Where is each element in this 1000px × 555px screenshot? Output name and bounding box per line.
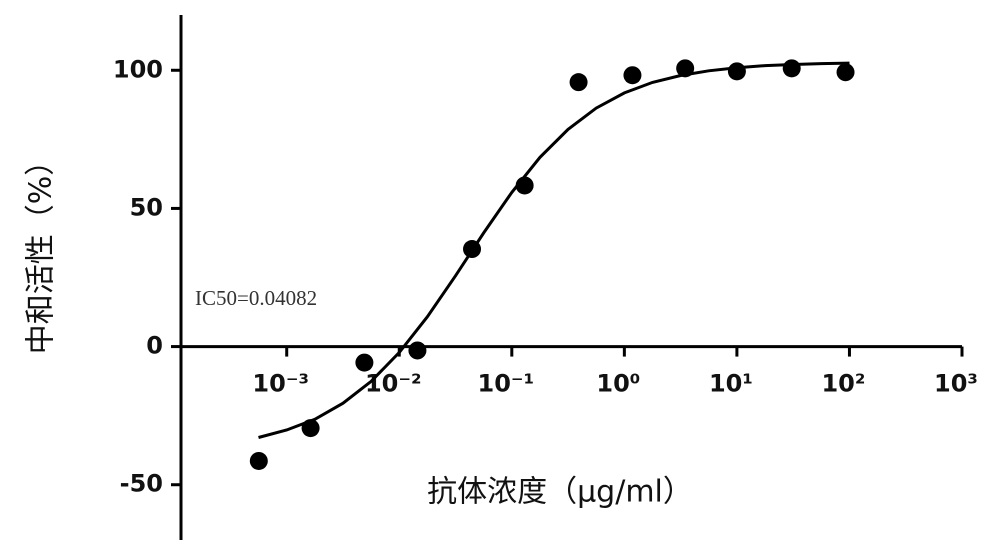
data-point (408, 341, 426, 359)
y-tick-label: 50 (130, 193, 163, 221)
y-tick-label: 0 (146, 332, 163, 360)
y-axis-title: 中和活性（%） (24, 146, 59, 355)
data-point (570, 73, 588, 91)
x-tick-label: 10¹ (709, 370, 753, 398)
y-tick-label: -50 (120, 470, 163, 498)
data-point (783, 59, 801, 77)
y-tick-label: 100 (113, 55, 163, 83)
x-axis-title: 抗体浓度（μg/ml） (427, 475, 693, 510)
fit-curve (259, 63, 850, 437)
data-point (837, 63, 855, 81)
x-tick-label: 10⁻² (365, 370, 422, 398)
x-tick-label: 10² (821, 370, 865, 398)
data-point (250, 452, 268, 470)
x-tick-label: 10³ (934, 370, 978, 398)
data-point (355, 354, 373, 372)
x-tick-label: 10⁻³ (252, 370, 309, 398)
x-tick-label: 10⁰ (596, 370, 640, 398)
x-tick-label: 10⁻¹ (478, 370, 535, 398)
data-point (728, 62, 746, 80)
data-point (623, 66, 641, 84)
annotation: IC50=0.04082 (195, 286, 317, 310)
chart: 抗体浓度（μg/ml） 中和活性（%） IC50=0.04082 -50 0 50 1… (0, 0, 1000, 555)
